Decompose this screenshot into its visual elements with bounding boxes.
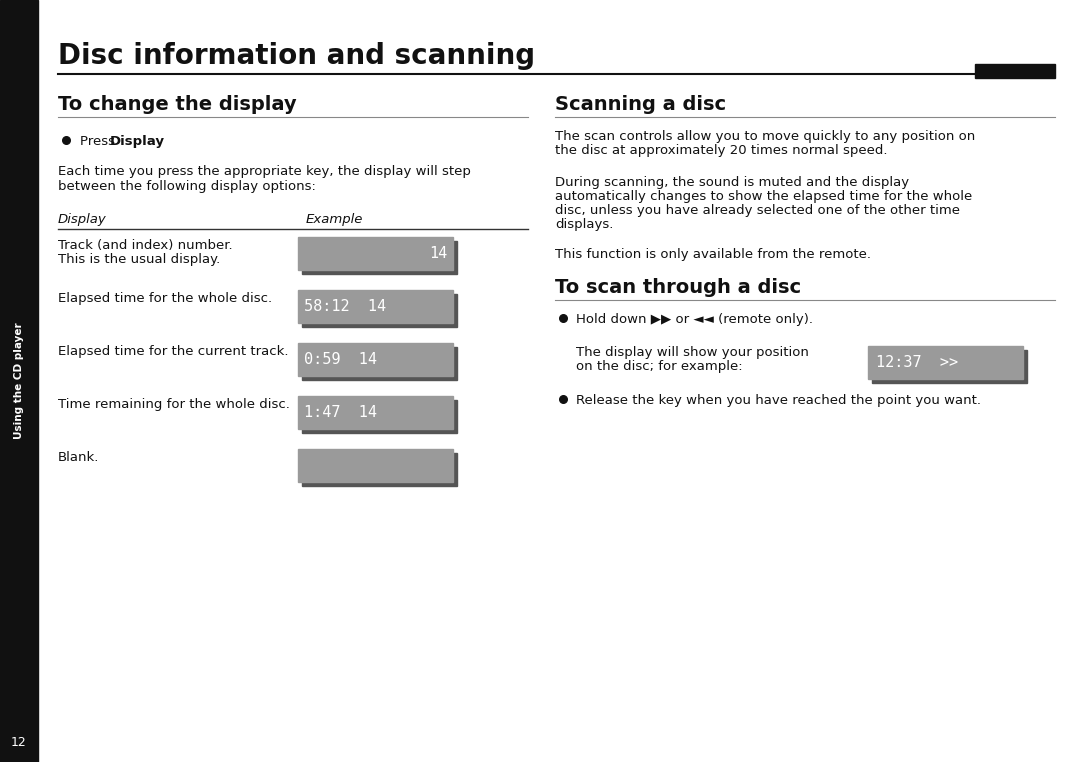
Text: Blank.: Blank. — [58, 451, 99, 464]
Text: Display: Display — [110, 135, 165, 148]
Text: on the disc; for example:: on the disc; for example: — [576, 360, 743, 373]
Text: disc, unless you have already selected one of the other time: disc, unless you have already selected o… — [555, 204, 960, 217]
Text: The scan controls allow you to move quickly to any position on: The scan controls allow you to move quic… — [555, 130, 975, 143]
Text: .: . — [152, 135, 157, 148]
Bar — [975, 64, 1055, 78]
Text: automatically changes to show the elapsed time for the whole: automatically changes to show the elapse… — [555, 190, 972, 203]
Bar — [298, 237, 453, 270]
Bar — [872, 350, 1027, 383]
Text: Each time you press the appropriate key, the display will step: Each time you press the appropriate key,… — [58, 165, 471, 178]
Bar — [0, 0, 38, 762]
Text: During scanning, the sound is muted and the display: During scanning, the sound is muted and … — [555, 176, 909, 189]
Bar — [302, 453, 457, 486]
Bar — [298, 343, 453, 376]
Text: Scanning a disc: Scanning a disc — [555, 95, 726, 114]
Text: displays.: displays. — [555, 218, 613, 231]
Text: 1:47  14: 1:47 14 — [303, 405, 377, 420]
Bar — [298, 396, 453, 429]
Text: the disc at approximately 20 times normal speed.: the disc at approximately 20 times norma… — [555, 144, 888, 157]
Text: 0:59  14: 0:59 14 — [303, 352, 377, 367]
Text: 58:12  14: 58:12 14 — [303, 299, 387, 314]
Text: Release the key when you have reached the point you want.: Release the key when you have reached th… — [576, 394, 981, 407]
Text: To scan through a disc: To scan through a disc — [555, 278, 801, 297]
Text: Elapsed time for the whole disc.: Elapsed time for the whole disc. — [58, 292, 272, 305]
Text: Hold down ▶▶ or ◄◄ (remote only).: Hold down ▶▶ or ◄◄ (remote only). — [576, 313, 813, 326]
Text: This is the usual display.: This is the usual display. — [58, 253, 220, 266]
Point — [57, 134, 75, 146]
Bar — [302, 294, 457, 327]
Bar — [302, 347, 457, 380]
Point — [554, 312, 571, 324]
Text: Track (and index) number.: Track (and index) number. — [58, 239, 232, 252]
Text: Elapsed time for the current track.: Elapsed time for the current track. — [58, 345, 288, 358]
Text: Disc information and scanning: Disc information and scanning — [58, 42, 535, 70]
Bar — [298, 449, 453, 482]
Text: This function is only available from the remote.: This function is only available from the… — [555, 248, 870, 261]
Text: Display: Display — [58, 213, 107, 226]
Text: 14: 14 — [429, 246, 447, 261]
Text: Press: Press — [80, 135, 119, 148]
Text: Example: Example — [306, 213, 363, 226]
Text: The display will show your position: The display will show your position — [576, 346, 809, 359]
Text: between the following display options:: between the following display options: — [58, 180, 315, 193]
Text: Using the CD player: Using the CD player — [14, 322, 24, 440]
Text: 12: 12 — [11, 735, 27, 748]
Bar — [868, 346, 1023, 379]
Bar — [298, 290, 453, 323]
Text: To change the display: To change the display — [58, 95, 297, 114]
Text: Time remaining for the whole disc.: Time remaining for the whole disc. — [58, 398, 289, 411]
Bar — [302, 241, 457, 274]
Point — [554, 393, 571, 405]
Text: 12:37  >>: 12:37 >> — [876, 355, 958, 370]
Bar — [302, 400, 457, 433]
